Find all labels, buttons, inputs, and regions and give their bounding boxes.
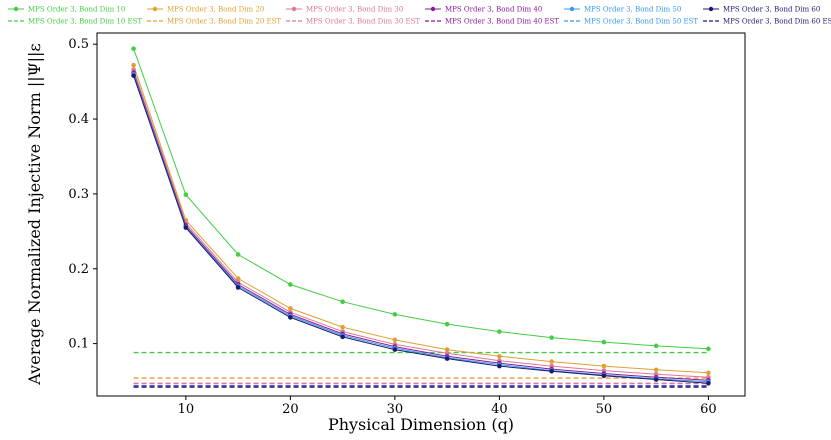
- x-tick-label-40: 40: [491, 402, 508, 417]
- legend-label-mps-order-3-bond-dim-40: MPS Order 3, Bond Dim 40: [445, 6, 542, 14]
- legend-marker-mps-order-3-bond-dim-20: [152, 6, 158, 12]
- series-line-mps-order-3-bond-dim-30: [133, 69, 709, 378]
- point-mps-order-3-bond-dim-10-q45: [549, 335, 554, 340]
- x-tick-label-20: 20: [282, 402, 299, 417]
- series-line-mps-order-3-bond-dim-40: [133, 72, 709, 381]
- legend-label-mps-order-3-bond-dim-30-est: MPS Order 3, Bond Dim 30 EST: [306, 18, 420, 26]
- legend-marker-mps-order-3-bond-dim-40: [430, 6, 436, 12]
- legend-marker-mps-order-3-bond-dim-30: [291, 6, 297, 12]
- point-mps-order-3-bond-dim-10-q10: [183, 192, 189, 197]
- point-mps-order-3-bond-dim-10-q50: [601, 339, 607, 345]
- est-lines: [133, 351, 709, 388]
- point-mps-order-3-bond-dim-10-q15: [235, 252, 241, 257]
- point-mps-order-3-bond-dim-60-q50: [601, 373, 607, 379]
- x-axis: 10 20 30 40 50 60: [178, 396, 717, 417]
- legend-label-mps-order-3-bond-dim-10: MPS Order 3, Bond Dim 10: [28, 6, 125, 14]
- y-tick-label-0-1: 0.1: [68, 337, 89, 352]
- point-mps-order-3-bond-dim-10-q35: [444, 321, 450, 327]
- x-tick-label-10: 10: [178, 402, 195, 417]
- point-mps-order-3-bond-dim-20-q60: [706, 370, 711, 376]
- point-mps-order-3-bond-dim-20-q50: [601, 363, 607, 369]
- point-mps-order-3-bond-dim-10-q20: [288, 282, 293, 287]
- point-mps-order-3-bond-dim-20-q30: [392, 337, 398, 343]
- point-mps-order-3-bond-dim-20-q40: [497, 354, 502, 359]
- legend-label-mps-order-3-bond-dim-50: MPS Order 3, Bond Dim 50: [584, 6, 681, 14]
- legend-marker-mps-order-3-bond-dim-60: [708, 6, 714, 12]
- point-mps-order-3-bond-dim-60-q30: [392, 347, 398, 352]
- point-mps-order-3-bond-dim-60-q40: [497, 363, 502, 369]
- y-axis-label: Average Normalized Injective Norm ||Ψ||ε: [25, 43, 44, 385]
- point-mps-order-3-bond-dim-20-q20: [288, 306, 293, 311]
- legend-label-mps-order-3-bond-dim-50-est: MPS Order 3, Bond Dim 50 EST: [584, 18, 698, 26]
- point-mps-order-3-bond-dim-20-q15: [235, 276, 241, 281]
- point-mps-order-3-bond-dim-60-q60: [706, 380, 711, 386]
- legend-marker-mps-order-3-bond-dim-10: [13, 6, 19, 12]
- point-mps-order-3-bond-dim-60-q45: [549, 369, 554, 374]
- point-mps-order-3-bond-dim-60-q35: [444, 356, 450, 361]
- x-tick-label-60: 60: [700, 402, 717, 417]
- point-mps-order-3-bond-dim-60-q55: [653, 377, 659, 382]
- x-tick-label-50: 50: [596, 402, 613, 417]
- legend-label-mps-order-3-bond-dim-30: MPS Order 3, Bond Dim 30: [306, 6, 403, 14]
- legend-marker-mps-order-3-bond-dim-50: [569, 6, 575, 12]
- point-mps-order-3-bond-dim-20-q25: [340, 324, 345, 330]
- y-tick-label-0-2: 0.2: [68, 262, 89, 277]
- legend-label-mps-order-3-bond-dim-20-est: MPS Order 3, Bond Dim 20 EST: [167, 18, 281, 26]
- x-axis-label: Physical Dimension (q): [328, 415, 514, 434]
- point-mps-order-3-bond-dim-10-q5: [131, 46, 136, 52]
- legend-label-mps-order-3-bond-dim-60: MPS Order 3, Bond Dim 60: [723, 6, 820, 14]
- point-mps-order-3-bond-dim-10-q55: [653, 343, 659, 349]
- point-mps-order-3-bond-dim-60-q20: [288, 315, 293, 320]
- point-mps-order-3-bond-dim-10-q30: [392, 312, 398, 317]
- x-tick-label-30: 30: [387, 402, 404, 417]
- point-mps-order-3-bond-dim-10-q40: [497, 329, 502, 334]
- legend-label-mps-order-3-bond-dim-10-est: MPS Order 3, Bond Dim 10 EST: [28, 18, 142, 26]
- point-mps-order-3-bond-dim-10-q25: [340, 299, 345, 304]
- y-tick-label-0-3: 0.3: [68, 187, 89, 202]
- series-lines: [131, 46, 711, 386]
- series-line-mps-order-3-bond-dim-20: [133, 65, 709, 374]
- series-line-mps-order-3-bond-dim-10: [133, 48, 709, 350]
- series-line-mps-order-3-bond-dim-50: [133, 74, 709, 383]
- point-mps-order-3-bond-dim-60-q5: [131, 73, 136, 78]
- plot-area: [96, 32, 746, 397]
- y-tick-label-0-4: 0.4: [68, 112, 89, 127]
- point-mps-order-3-bond-dim-20-q35: [444, 347, 450, 352]
- point-mps-order-3-bond-dim-20-q5: [131, 62, 136, 68]
- point-mps-order-3-bond-dim-60-q25: [340, 334, 345, 340]
- series-line-mps-order-3-bond-dim-60: [133, 75, 709, 384]
- point-mps-order-3-bond-dim-60-q10: [183, 225, 189, 230]
- legend-label-mps-order-3-bond-dim-20: MPS Order 3, Bond Dim 20: [167, 6, 264, 14]
- legend: MPS Order 3, Bond Dim 10 MPS Order 3, Bon…: [8, 6, 831, 26]
- legend-label-mps-order-3-bond-dim-60-est: MPS Order 3, Bond Dim 60 EST: [723, 18, 831, 26]
- point-mps-order-3-bond-dim-20-q55: [653, 367, 659, 373]
- y-tick-label-0-5: 0.5: [68, 37, 89, 52]
- point-mps-order-3-bond-dim-60-q15: [235, 285, 241, 290]
- point-mps-order-3-bond-dim-20-q45: [549, 359, 554, 364]
- legend-label-mps-order-3-bond-dim-40-est: MPS Order 3, Bond Dim 40 EST: [445, 18, 559, 26]
- point-mps-order-3-bond-dim-10-q60: [706, 346, 711, 352]
- y-axis: 0.1 0.2 0.3 0.4 0.5: [68, 37, 97, 352]
